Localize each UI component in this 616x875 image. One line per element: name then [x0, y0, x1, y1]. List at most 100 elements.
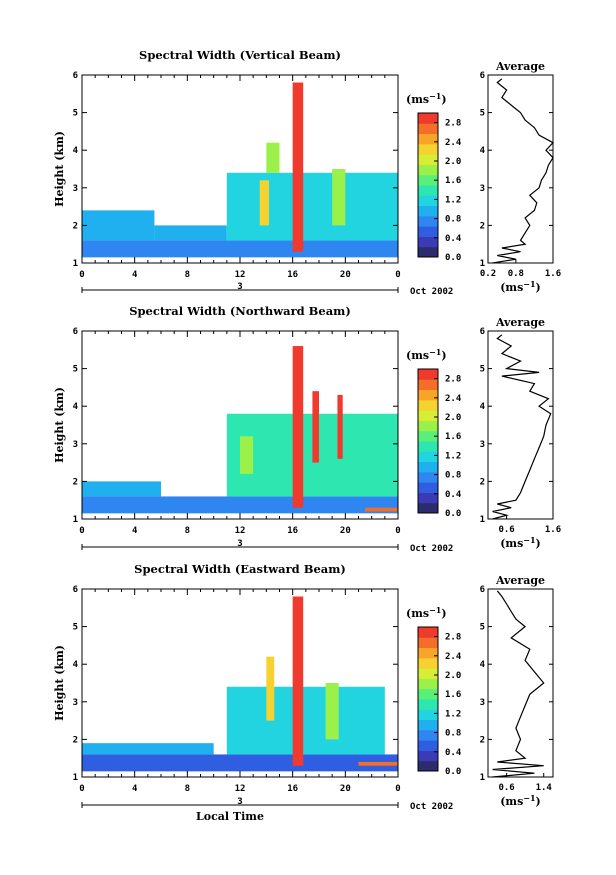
y-tick-label: 5 [73, 365, 78, 375]
average-x-tick-label: 1.6 [545, 269, 561, 279]
y-tick-label: 1 [73, 773, 78, 783]
colorbar-segment [418, 461, 438, 473]
unit-close: ) [441, 93, 446, 106]
colorbar-tick-label: 0.8 [445, 471, 461, 481]
heatmap-cell [266, 656, 275, 721]
unit-superscript: −1 [429, 347, 441, 357]
x-tick-label: 16 [287, 784, 298, 794]
average-y-tick-label: 4 [480, 146, 486, 156]
average-y-tick-label: 5 [480, 365, 485, 375]
colorbar-unit: (ms−1) [406, 605, 447, 620]
colorbar-tick-label: 0.4 [445, 234, 462, 244]
colorbar-unit: (ms−1) [406, 91, 447, 106]
average-y-tick-label: 6 [480, 71, 485, 81]
heatmap-cell [226, 172, 398, 241]
heatmap-cell [312, 391, 319, 463]
colorbar-tick-label: 1.2 [445, 709, 461, 719]
colorbar-segment [418, 719, 438, 731]
x-tick-label: 12 [235, 784, 246, 794]
date-label: Oct 2002 [410, 287, 453, 297]
unit-superscript: −1 [523, 793, 535, 803]
heatmap-cell [82, 496, 398, 514]
colorbar-tick-label: 2.8 [445, 119, 461, 129]
average-y-tick-label: 6 [480, 585, 485, 595]
colorbar-tick-label: 2.0 [445, 671, 461, 681]
y-tick-label: 6 [73, 71, 78, 81]
y-tick-label: 6 [73, 327, 78, 337]
heatmap-cell [292, 346, 304, 508]
colorbar-segment [418, 154, 438, 165]
colorbar-segment [418, 369, 438, 380]
colorbar-segment [418, 236, 438, 248]
colorbar-segment [418, 430, 438, 442]
y-axis-label: Height (km) [53, 387, 66, 463]
average-y-tick-label: 1 [480, 515, 485, 525]
x-tick-label: 0 [395, 784, 400, 794]
x-tick-label: 8 [185, 784, 190, 794]
average-profile-line [492, 590, 545, 778]
colorbar-segment [418, 750, 438, 762]
heatmap-cell [337, 394, 343, 459]
x-tick-label: 12 [235, 526, 246, 536]
colorbar-segment [418, 451, 438, 463]
heatmap-cell [82, 481, 161, 497]
colorbar-tick-label: 2.0 [445, 413, 461, 423]
x-tick-label: 4 [132, 526, 138, 536]
heatmap-cell [365, 507, 398, 512]
heatmap-cell [259, 180, 269, 226]
colorbar-frame [417, 112, 439, 258]
heatmap-cell [332, 169, 346, 226]
average-profile-line [492, 334, 552, 520]
average-y-tick-label: 5 [480, 623, 485, 633]
heatmap-cell [358, 761, 398, 766]
average-frame [487, 330, 554, 520]
heatmap-cells [82, 346, 398, 514]
y-tick-label: 5 [73, 623, 78, 633]
colorbar-segment [418, 637, 438, 649]
colorbar-frame [417, 368, 439, 514]
colorbar-segment [418, 729, 438, 741]
unit-text: (ms [406, 349, 429, 362]
unit-close: ) [441, 607, 446, 620]
colorbar-segment [418, 627, 438, 638]
x-tick-label: 16 [287, 526, 298, 536]
y-tick-label: 1 [73, 515, 78, 525]
unit-superscript: −1 [523, 279, 535, 289]
colorbar-segment [418, 379, 438, 391]
average-x-tick-label: 0.6 [498, 783, 514, 793]
unit-close: ) [536, 795, 541, 808]
colorbar-tick-label: 2.0 [445, 157, 461, 167]
x-tick-label: 0 [395, 270, 400, 280]
x-tick-label: 0 [395, 526, 400, 536]
average-x-label: (ms−1) [500, 793, 541, 808]
date-day-label: 3 [237, 282, 242, 292]
colorbar-tick-label: 2.4 [445, 138, 462, 148]
y-tick-label: 2 [73, 221, 78, 231]
y-tick-label: 2 [73, 735, 78, 745]
unit-text: (ms [406, 93, 429, 106]
colorbar-segment [418, 174, 438, 186]
colorbar-segment [418, 133, 438, 145]
heatmap-cell [226, 686, 385, 755]
average-x-tick-label: 1.4 [536, 783, 553, 793]
x-tick-label: 4 [132, 784, 138, 794]
average-y-tick-label: 2 [480, 477, 485, 487]
colorbar-tick-label: 2.4 [445, 394, 462, 404]
date-label: Oct 2002 [410, 802, 453, 812]
x-tick-label: 12 [235, 270, 246, 280]
colorbar-segment [418, 657, 438, 669]
colorbar-tick-label: 0.4 [445, 748, 462, 758]
colorbar-tick-label: 0.0 [445, 767, 461, 777]
average-y-tick-label: 2 [480, 735, 485, 745]
date-label: Oct 2002 [410, 544, 453, 554]
x-tick-label: 20 [340, 270, 351, 280]
heatmap-cell [82, 743, 214, 755]
colorbar-tick-label: 0.4 [445, 490, 462, 500]
average-x-label: (ms−1) [500, 279, 541, 294]
y-tick-label: 3 [73, 184, 78, 194]
average-x-tick-label: 0.6 [498, 525, 514, 535]
average-frame [487, 74, 554, 264]
colorbar-tick-label: 0.8 [445, 215, 461, 225]
average-profile-line [492, 78, 554, 264]
heatmap-cell [325, 683, 339, 740]
